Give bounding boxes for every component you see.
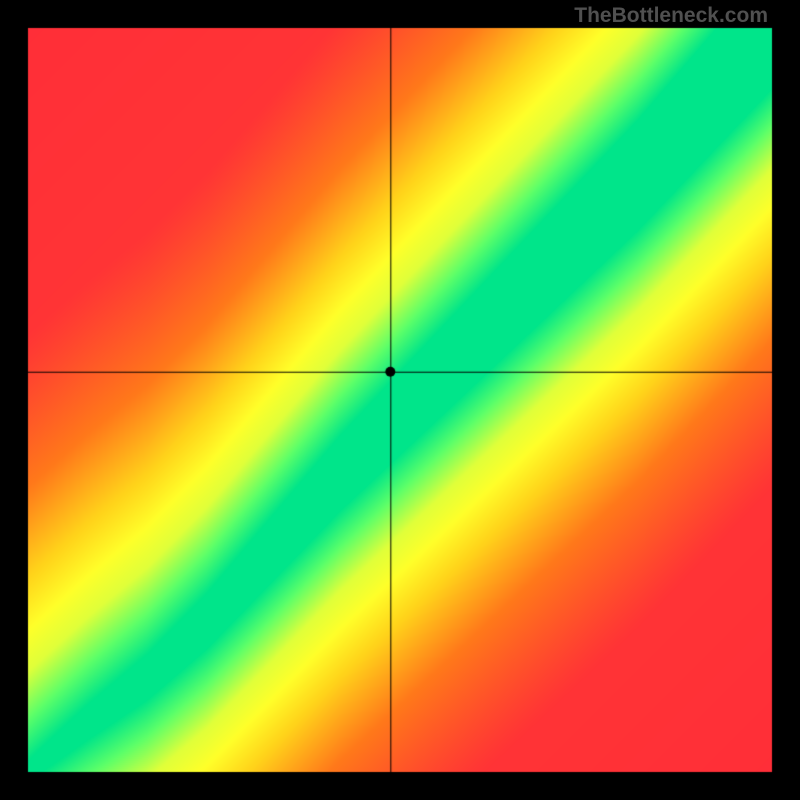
chart-container: TheBottleneck.com [0,0,800,800]
watermark-text: TheBottleneck.com [574,4,768,28]
heatmap-canvas [0,0,800,800]
